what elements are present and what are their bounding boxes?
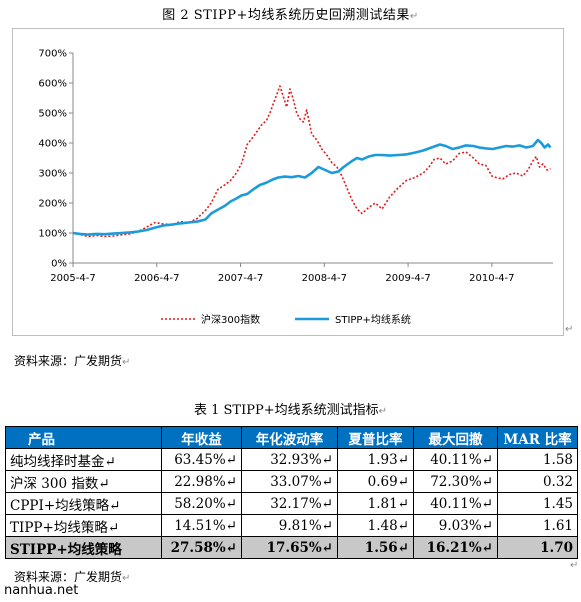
metric-cell: 16.21%↵ [413, 536, 498, 559]
table-row: STIPP+均线策略 27.58%↵ 17.65%↵ 1.56↵ 16.21%↵ 1.70 [5, 536, 578, 559]
x-tick-label: 2009-4-7 [385, 273, 430, 284]
series-line-stipp [72, 138, 552, 236]
table-row: TIPP+均线策略↵ 14.51%↵ 9.81%↵ 1.48↵ 9.03%↵ 1.61 [5, 514, 578, 537]
metric-cell: 0.32 [497, 470, 578, 493]
table-caption: 表 1 STIPP+均线系统测试指标↵ [193, 403, 388, 418]
column-header: 夏普比率 [337, 426, 414, 449]
paragraph-mark: ↵ [570, 560, 579, 571]
chart-frame: 0% 100% 200% 300% 400% 500% 600% 700% 2005-4-7 20… [12, 28, 564, 336]
metric-cell: 58.20%↵ [161, 492, 242, 515]
column-header: 产品 [5, 426, 162, 449]
metric-cell: 1.61 [497, 514, 578, 537]
x-tick-label: 2006-4-7 [134, 273, 179, 284]
product-name-cell: 纯均线择时基金↵ [5, 448, 162, 471]
table-row: 纯均线择时基金↵ 63.45%↵ 32.93%↵ 1.93↵ 40.11%↵ 1.58 [5, 448, 578, 471]
x-tick-label: 2005-4-7 [50, 273, 95, 284]
y-tick-label: 400% [38, 139, 67, 150]
column-header: 年收益 [161, 426, 242, 449]
y-tick-label: 100% [38, 229, 67, 240]
metric-cell: 9.03%↵ [413, 514, 498, 537]
figure-caption: 图 2 STIPP+均线系统历史回溯测试结果↵ [162, 8, 419, 23]
metric-cell: 32.17%↵ [241, 492, 338, 515]
x-tick-label: 2008-4-7 [302, 273, 347, 284]
x-tick-label: 2007-4-7 [218, 273, 263, 284]
metric-cell: 22.98%↵ [161, 470, 242, 493]
metric-cell: 27.58%↵ [161, 536, 242, 559]
line-chart: 0% 100% 200% 300% 400% 500% 600% 700% 2005-4-7 20… [38, 49, 553, 326]
legend-label-stipp: STIPP+均线系统 [335, 313, 411, 326]
table-header-row: 产品 年收益 年化波动率 夏普比率 最大回撤 MAR 比率 [5, 426, 578, 449]
y-tick-label: 700% [38, 49, 67, 60]
metrics-table: 产品 年收益 年化波动率 夏普比率 最大回撤 MAR 比率 纯均线择时基金↵ 63.45%↵… [5, 426, 578, 559]
source-note: 资料来源：广发期货↵ [14, 570, 131, 584]
y-tick-label: 200% [38, 199, 67, 210]
metric-cell: 1.81↵ [337, 492, 414, 515]
paragraph-mark: ↵ [565, 324, 574, 335]
table-row: CPPI+均线策略↵ 58.20%↵ 32.17%↵ 1.81↵ 40.11%↵ 1.45 [5, 492, 578, 515]
metric-cell: 1.93↵ [337, 448, 414, 471]
product-name-cell: 沪深 300 指数↵ [5, 470, 162, 493]
column-header: 年化波动率 [241, 426, 338, 449]
product-name-cell: CPPI+均线策略↵ [5, 492, 162, 515]
legend-label-hs300: 沪深300指数 [201, 313, 260, 326]
column-header: MAR 比率 [497, 426, 578, 449]
metric-cell: 1.70 [497, 536, 578, 559]
metric-cell: 0.69↵ [337, 470, 414, 493]
metric-cell: 33.07%↵ [241, 470, 338, 493]
metric-cell: 1.56↵ [337, 536, 414, 559]
series-line-hs300 [72, 85, 551, 238]
source-note: 资料来源：广发期货↵ [14, 354, 131, 368]
watermark: nanhua.net [4, 583, 79, 598]
table-row: 沪深 300 指数↵ 22.98%↵ 33.07%↵ 0.69↵ 72.30%↵ 0.32 [5, 470, 578, 493]
metric-cell: 40.11%↵ [413, 448, 498, 471]
metric-cell: 17.65%↵ [241, 536, 338, 559]
metric-cell: 1.58 [497, 448, 578, 471]
x-tick-label: 2010-4-7 [469, 273, 514, 284]
metric-cell: 72.30%↵ [413, 470, 498, 493]
metric-cell: 63.45%↵ [161, 448, 242, 471]
metric-cell: 1.48↵ [337, 514, 414, 537]
metric-cell: 9.81%↵ [241, 514, 338, 537]
y-tick-label: 600% [38, 79, 67, 90]
y-tick-label: 500% [38, 109, 67, 120]
y-tick-label: 300% [38, 169, 67, 180]
metric-cell: 40.11%↵ [413, 492, 498, 515]
product-name-cell: TIPP+均线策略↵ [5, 514, 162, 537]
column-header: 最大回撤 [413, 426, 498, 449]
product-name-cell: STIPP+均线策略 [5, 536, 162, 559]
metric-cell: 14.51%↵ [161, 514, 242, 537]
metric-cell: 1.45 [497, 492, 578, 515]
y-tick-label: 0% [51, 259, 67, 270]
metric-cell: 32.93%↵ [241, 448, 338, 471]
